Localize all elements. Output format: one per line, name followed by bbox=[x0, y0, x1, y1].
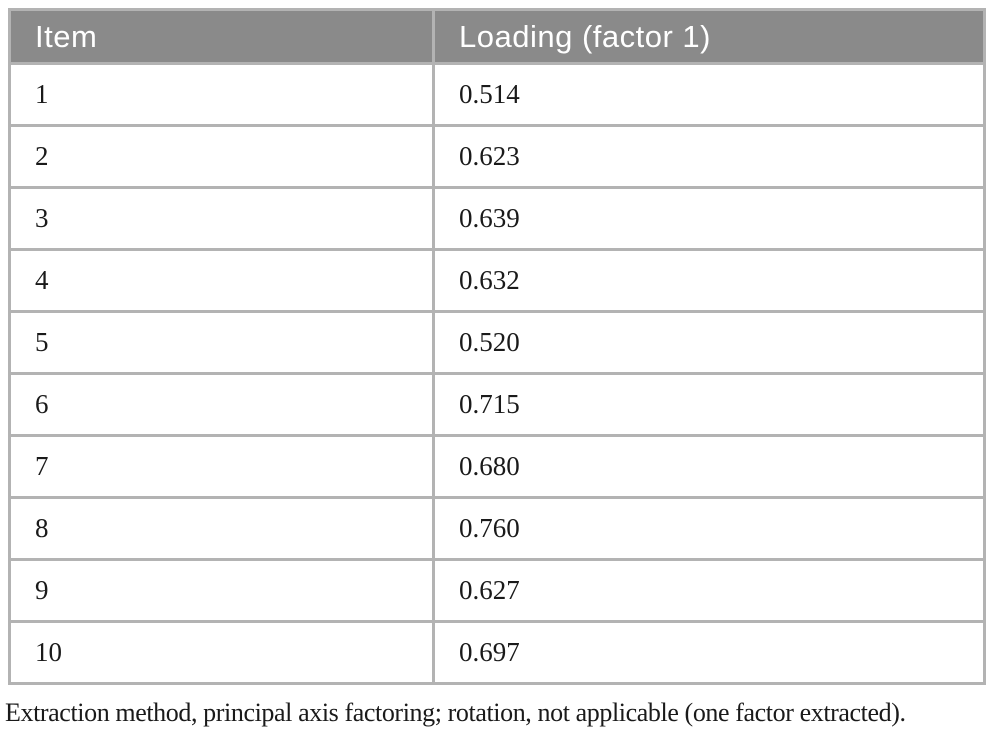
table-row: 5 0.520 bbox=[9, 310, 985, 375]
loading-cell: 0.697 bbox=[432, 620, 985, 685]
item-cell: 10 bbox=[9, 620, 435, 685]
item-cell: 2 bbox=[9, 124, 435, 189]
table-row: 6 0.715 bbox=[9, 372, 985, 437]
factor-loadings-table: Item Loading (factor 1) 1 0.514 2 0.623 3 0.6… bbox=[8, 8, 986, 685]
loading-cell: 0.760 bbox=[432, 496, 985, 561]
item-cell: 1 bbox=[9, 62, 435, 127]
table-row: 3 0.639 bbox=[9, 186, 985, 251]
table-row: 10 0.697 bbox=[9, 620, 985, 685]
item-cell: 9 bbox=[9, 558, 435, 623]
item-cell: 6 bbox=[9, 372, 435, 437]
table-footnote: Extraction method, principal axis factor… bbox=[5, 698, 906, 727]
loading-cell: 0.632 bbox=[432, 248, 985, 313]
loading-cell: 0.680 bbox=[432, 434, 985, 499]
table-row: 2 0.623 bbox=[9, 124, 985, 189]
loading-cell: 0.520 bbox=[432, 310, 985, 375]
loading-cell: 0.715 bbox=[432, 372, 985, 437]
item-cell: 5 bbox=[9, 310, 435, 375]
table-row: 4 0.632 bbox=[9, 248, 985, 313]
table-row: 8 0.760 bbox=[9, 496, 985, 561]
loading-cell: 0.514 bbox=[432, 62, 985, 127]
item-cell: 7 bbox=[9, 434, 435, 499]
table-header: Item Loading (factor 1) bbox=[9, 9, 985, 65]
table-row: 1 0.514 bbox=[9, 62, 985, 127]
loading-cell: 0.639 bbox=[432, 186, 985, 251]
column-header-loading: Loading (factor 1) bbox=[432, 9, 985, 65]
page: Item Loading (factor 1) 1 0.514 2 0.623 3 0.6… bbox=[0, 8, 991, 747]
loading-cell: 0.623 bbox=[432, 124, 985, 189]
table-row: 7 0.680 bbox=[9, 434, 985, 499]
header-row: Item Loading (factor 1) bbox=[9, 9, 985, 65]
table-row: 9 0.627 bbox=[9, 558, 985, 623]
item-cell: 8 bbox=[9, 496, 435, 561]
column-header-item: Item bbox=[9, 9, 435, 65]
item-cell: 3 bbox=[9, 186, 435, 251]
table-body: 1 0.514 2 0.623 3 0.639 4 0.632 5 0.520 6 0.715 7 0.6… bbox=[9, 62, 985, 685]
loading-cell: 0.627 bbox=[432, 558, 985, 623]
item-cell: 4 bbox=[9, 248, 435, 313]
